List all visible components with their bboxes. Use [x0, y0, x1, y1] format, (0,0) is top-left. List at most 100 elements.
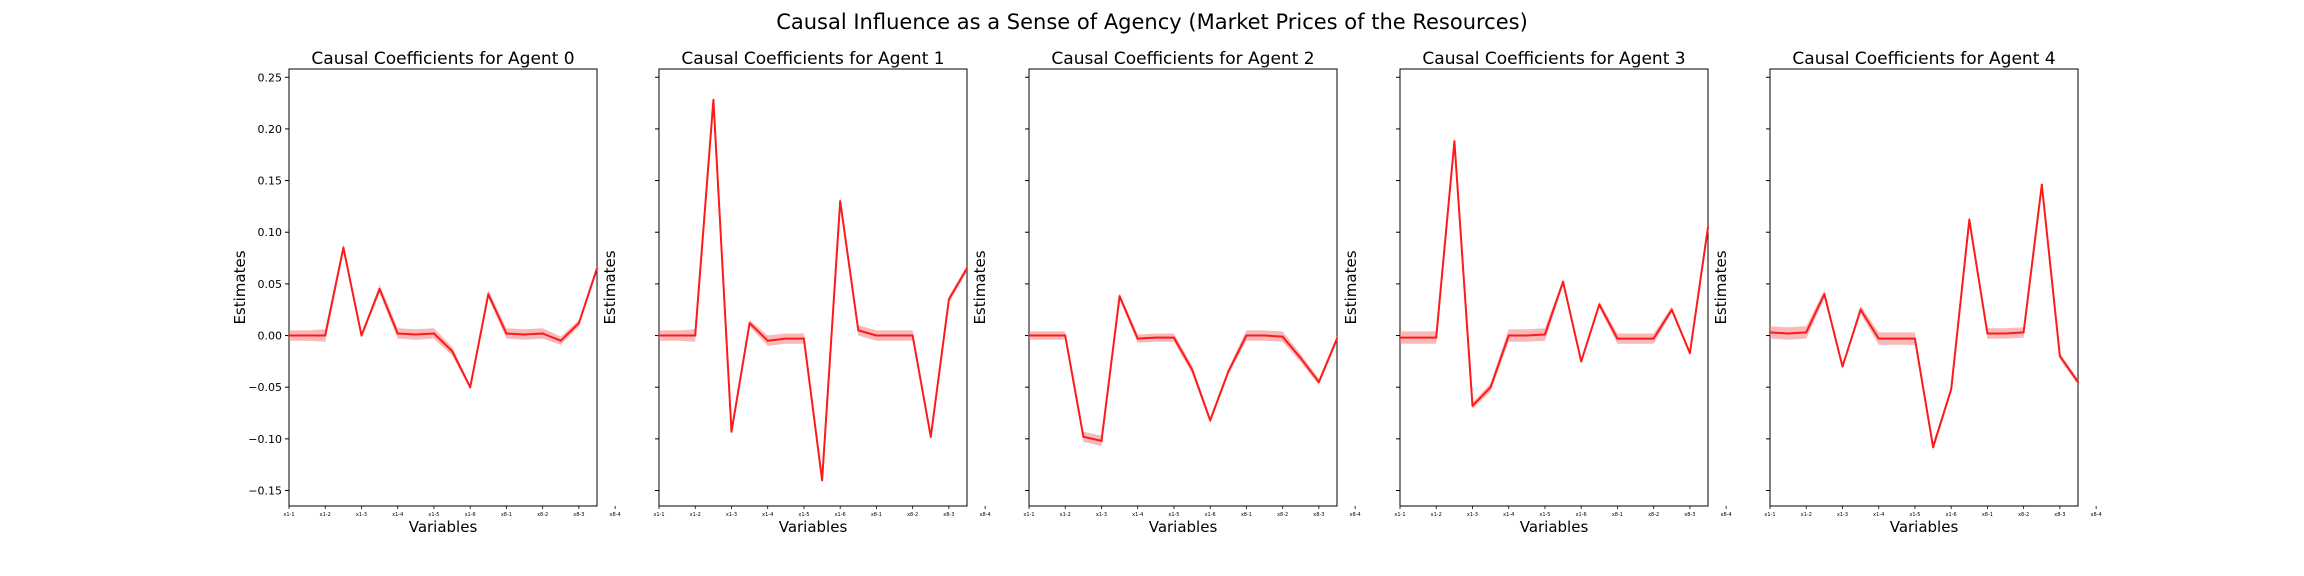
- chart-panel-0: Causal Coefficients for Agent 0 0.25 0.20 0…: [231, 49, 621, 536]
- data-point: [712, 99, 715, 101]
- confidence-band: [1029, 293, 1337, 447]
- data-point: [288, 334, 290, 337]
- x-tick-label: x1-1: [1394, 512, 1405, 518]
- data-point: [342, 246, 345, 249]
- x-tick-label: x8-2: [537, 512, 548, 518]
- x-tick-label: x1-4: [1873, 512, 1884, 518]
- data-point: [1877, 337, 1880, 340]
- data-point: [1913, 337, 1916, 340]
- data-point: [324, 334, 327, 337]
- x-tick-label: x1-1: [1023, 512, 1034, 518]
- data-point: [1263, 334, 1266, 337]
- confidence-band: [289, 243, 597, 390]
- data-point: [2004, 332, 2007, 335]
- x-tick-label: x1-5: [1539, 512, 1550, 518]
- axes-frame: [1399, 68, 1709, 507]
- data-point: [1895, 337, 1898, 340]
- x-tick-label: x8-4: [1721, 512, 1732, 518]
- data-point: [947, 298, 950, 301]
- data-point: [766, 339, 769, 342]
- data-point: [1823, 293, 1826, 296]
- data-point: [1507, 334, 1510, 337]
- y-tick-label: 0.25: [258, 71, 283, 84]
- x-tick-label: x1-6: [835, 512, 846, 518]
- x-tick-label: x1-1: [283, 512, 294, 518]
- y-tick-label: 0.00: [258, 330, 283, 343]
- data-point: [1932, 446, 1935, 449]
- data-point: [396, 332, 399, 335]
- data-point: [1136, 337, 1139, 340]
- y-axis-label: Estimates: [971, 250, 989, 324]
- figure-title: Causal Influence as a Sense of Agency (M…: [776, 10, 1528, 34]
- x-axis-label: Variables: [1890, 518, 1959, 536]
- x-tick-label: x8-2: [907, 512, 918, 518]
- y-axis-label: Estimates: [601, 250, 619, 324]
- chart-panel-1: Causal Coefficients for Agent 1 x1-1 x1-2 x…: [601, 49, 991, 536]
- data-point: [748, 322, 751, 325]
- x-tick-label: x1-3: [1096, 512, 1107, 518]
- x-tick-label: x8-3: [1684, 512, 1695, 518]
- data-point: [1399, 336, 1401, 339]
- y-tick-label: −0.10: [248, 433, 282, 446]
- x-tick-label: x8-4: [610, 512, 621, 518]
- x-tick-label: x8-4: [2091, 512, 2102, 518]
- x-tick-label: x1-6: [1205, 512, 1216, 518]
- data-point: [2058, 355, 2061, 358]
- x-tick-label: x8-2: [2018, 512, 2029, 518]
- confidence-band: [659, 94, 967, 484]
- data-point: [596, 267, 598, 270]
- x-tick-label: x8-1: [871, 512, 882, 518]
- data-point: [1580, 360, 1583, 363]
- x-tick-label: x1-6: [1576, 512, 1587, 518]
- x-tick-label: x8-2: [1277, 512, 1288, 518]
- x-axis-label: Variables: [409, 518, 478, 536]
- axes-frame: [1769, 68, 2079, 507]
- data-point: [1707, 226, 1709, 229]
- data-point: [577, 322, 580, 325]
- data-point: [1986, 332, 1989, 335]
- x-tick-label: x1-4: [1503, 512, 1514, 518]
- series-line: [289, 246, 598, 389]
- data-point: [1336, 337, 1338, 340]
- data-point: [451, 350, 454, 352]
- series-line: [1400, 140, 1709, 407]
- data-point: [1245, 334, 1248, 337]
- data-point: [1172, 336, 1175, 339]
- data-point: [1118, 295, 1121, 298]
- series-line: [659, 99, 968, 482]
- data-point: [839, 200, 842, 203]
- data-point: [1562, 280, 1565, 283]
- x-tick-label: x1-3: [356, 512, 367, 518]
- x-tick-label: x1-3: [1467, 512, 1478, 518]
- data-point: [1616, 337, 1619, 340]
- data-point: [505, 332, 508, 335]
- data-point: [875, 334, 878, 337]
- x-tick-label: x1-1: [653, 512, 664, 518]
- data-point: [1299, 357, 1302, 360]
- chart-panel-3: Causal Coefficients for Agent 3 x1-1 x1-2 x…: [1342, 49, 1732, 536]
- panel-title: Causal Coefficients for Agent 4: [1792, 49, 2055, 69]
- y-tick-label: −0.05: [248, 381, 282, 394]
- x-tick-label: x1-4: [762, 512, 773, 518]
- x-tick-label: x8-4: [1350, 512, 1361, 518]
- x-tick-label: x8-3: [1313, 512, 1324, 518]
- x-tick-label: x8-2: [1648, 512, 1659, 518]
- data-point: [2040, 183, 2043, 186]
- data-point: [893, 334, 896, 337]
- series-line: [1029, 295, 1338, 442]
- data-point: [1688, 352, 1691, 355]
- data-point: [1227, 370, 1230, 373]
- data-point: [1805, 331, 1808, 334]
- data-point: [1046, 334, 1049, 337]
- axes-frame: [1028, 68, 1338, 507]
- x-tick-label: x1-3: [1837, 512, 1848, 518]
- x-axis-label: Variables: [779, 518, 848, 536]
- axes-frame: [288, 68, 598, 507]
- data-point: [929, 435, 932, 438]
- confidence-band: [1770, 181, 2078, 452]
- data-point: [1281, 335, 1284, 338]
- x-tick-label: x1-5: [798, 512, 809, 518]
- chart-panel-2: Causal Coefficients for Agent 2 x1-1 x1-2 x…: [971, 49, 1361, 536]
- data-point: [1453, 140, 1456, 143]
- y-tick-label: 0.05: [258, 278, 283, 291]
